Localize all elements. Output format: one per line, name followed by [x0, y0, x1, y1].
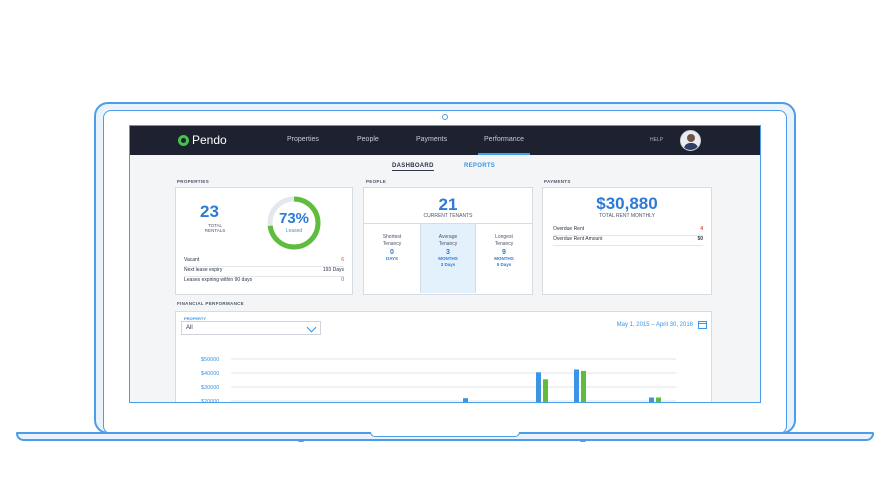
prop-row-label: Next lease expiry: [184, 267, 223, 273]
people-card[interactable]: 21 CURRENT TENANTS Shortest Tenancy 0 DAY…: [363, 187, 533, 295]
prop-row-label: Leases expiring within 90 days: [184, 277, 253, 283]
tenancy-extra: 3 Days: [440, 262, 456, 267]
tenancy-average: Average Tenancy 3 MONTHS 3 Days: [420, 224, 476, 293]
y-tick-label: $20000: [201, 399, 219, 403]
tenancy-value: 9: [502, 249, 506, 256]
properties-card[interactable]: 23 TOTAL RENTALS 73% Leased Vacant 6 Nex…: [175, 187, 353, 295]
y-tick-label: $40000: [201, 371, 219, 377]
prop-row-value: 0: [341, 277, 344, 283]
prop-row-next-expiry: Next lease expiry 193 Days: [184, 267, 344, 277]
chart-bars: [463, 369, 661, 404]
chart-bar[interactable]: [574, 369, 579, 404]
chart-bar[interactable]: [463, 398, 468, 403]
current-tenants-count: 21: [438, 195, 458, 214]
tenancy-shortest: Shortest Tenancy 0 DAYS: [364, 224, 420, 293]
nav-performance[interactable]: Performance: [477, 136, 531, 155]
prop-row-value: 6: [341, 257, 344, 263]
leased-percent: 73%: [278, 210, 310, 227]
app-screen: Pendo Properties People Payments Perform…: [129, 125, 761, 403]
calendar-icon[interactable]: [698, 321, 707, 329]
pay-row-label: Overdue Rent Amount: [553, 236, 603, 242]
nav-properties[interactable]: Properties: [287, 136, 319, 143]
payments-card[interactable]: $30,880 TOTAL RENT MONTHLY Overdue Rent …: [542, 187, 712, 295]
tenancy-title: Shortest Tenancy: [382, 234, 402, 247]
financial-card: PROPERTY All May 1, 2015 – April 30, 201…: [175, 311, 712, 404]
chart-bar[interactable]: [543, 379, 548, 403]
current-tenants-label: CURRENT TENANTS: [423, 213, 473, 219]
tenancy-value: 3: [446, 249, 450, 256]
financial-chart: $50000 $40000 $30000 $20000: [201, 357, 676, 404]
user-avatar[interactable]: [680, 130, 701, 151]
app-logo[interactable]: Pendo: [178, 133, 227, 147]
pay-row-overdue-amount: Overdue Rent Amount 50: [553, 236, 703, 246]
tenancy-value: 0: [390, 249, 394, 256]
ring-fill: [267, 196, 321, 250]
tenancy-unit: MONTHS: [494, 256, 514, 261]
avatar-head: [687, 134, 695, 142]
tenancy-title: Longest Tenancy: [494, 234, 514, 247]
y-tick-label: $30000: [201, 385, 219, 391]
tenancy-extra: 5 Days: [496, 262, 512, 267]
pay-row-value: 4: [700, 226, 703, 232]
property-filter-select[interactable]: All: [181, 321, 321, 335]
tenancy-title: Average Tenancy: [438, 234, 458, 247]
chart-bar[interactable]: [536, 372, 541, 403]
chart-bar[interactable]: [649, 397, 654, 404]
tenancy-unit: DAYS: [385, 256, 399, 261]
pay-row-overdue: Overdue Rent 4: [553, 226, 703, 236]
prop-row-label: Vacant: [184, 257, 200, 263]
app-name: Pendo: [192, 133, 227, 147]
pendo-logo-icon: [178, 134, 189, 146]
date-range-picker[interactable]: May 1, 2015 – April 30, 2016: [616, 322, 693, 328]
pay-row-label: Overdue Rent: [553, 226, 585, 232]
total-label-line1: TOTAL: [207, 223, 223, 228]
laptop-foot: [580, 439, 586, 442]
avatar-body: [684, 143, 698, 150]
chart-gridlines: $50000 $40000 $30000 $20000: [201, 357, 676, 403]
nav-people[interactable]: People: [357, 136, 379, 143]
chart-bar[interactable]: [581, 370, 586, 403]
tab-dashboard[interactable]: DASHBOARD: [392, 163, 434, 171]
property-filter-label: PROPERTY: [184, 316, 207, 321]
tenancy-unit: MONTHS: [438, 256, 458, 261]
total-rent-amount: $30,880: [596, 194, 658, 213]
total-rentals-count: 23: [200, 202, 219, 221]
total-label-line2: RENTALS: [204, 228, 226, 233]
chart-bar[interactable]: [656, 397, 661, 404]
financial-section-label: FINANCIAL PERFORMANCE: [177, 301, 244, 306]
pay-row-value: 50: [697, 236, 703, 242]
tab-reports[interactable]: REPORTS: [464, 163, 496, 169]
leased-label: Leased: [285, 228, 303, 234]
people-section-label: PEOPLE: [366, 179, 387, 184]
property-filter-value: All: [186, 325, 193, 331]
prop-row-value: 193 Days: [322, 267, 344, 273]
payments-section-label: PAYMENTS: [544, 179, 571, 184]
divider: [364, 223, 532, 224]
y-tick-label: $50000: [201, 357, 219, 363]
leased-ring-chart: [267, 196, 321, 250]
properties-section-label: PROPERTIES: [177, 179, 210, 184]
help-link[interactable]: HELP: [650, 137, 664, 143]
laptop-notch: [370, 432, 520, 437]
tenancy-longest: Longest Tenancy 9 MONTHS 5 Days: [476, 224, 532, 293]
prop-row-vacant: Vacant 6: [184, 257, 344, 267]
camera-icon: [442, 114, 448, 120]
nav-payments[interactable]: Payments: [416, 136, 448, 143]
total-rent-label: TOTAL RENT MONTHLY: [599, 213, 655, 219]
laptop-foot: [298, 439, 304, 442]
prop-row-expiring-90: Leases expiring within 90 days 0: [184, 277, 344, 286]
top-nav-bar: Pendo Properties People Payments Perform…: [130, 126, 760, 155]
total-rentals-label: TOTAL RENTALS: [198, 223, 232, 233]
